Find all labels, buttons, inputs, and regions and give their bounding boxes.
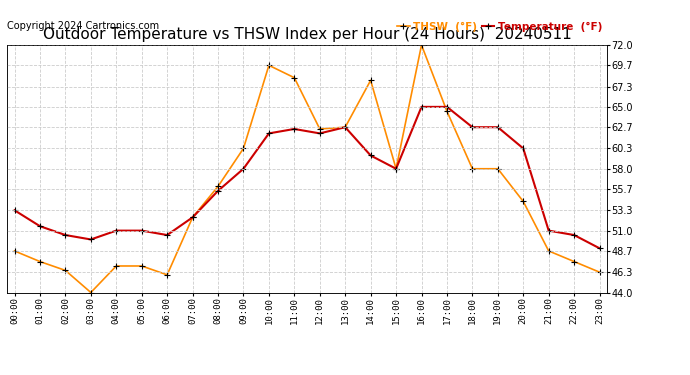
Legend: THSW  (°F), Temperature  (°F): THSW (°F), Temperature (°F)	[397, 22, 602, 32]
Text: Copyright 2024 Cartronics.com: Copyright 2024 Cartronics.com	[7, 21, 159, 32]
Title: Outdoor Temperature vs THSW Index per Hour (24 Hours)  20240511: Outdoor Temperature vs THSW Index per Ho…	[43, 27, 571, 42]
